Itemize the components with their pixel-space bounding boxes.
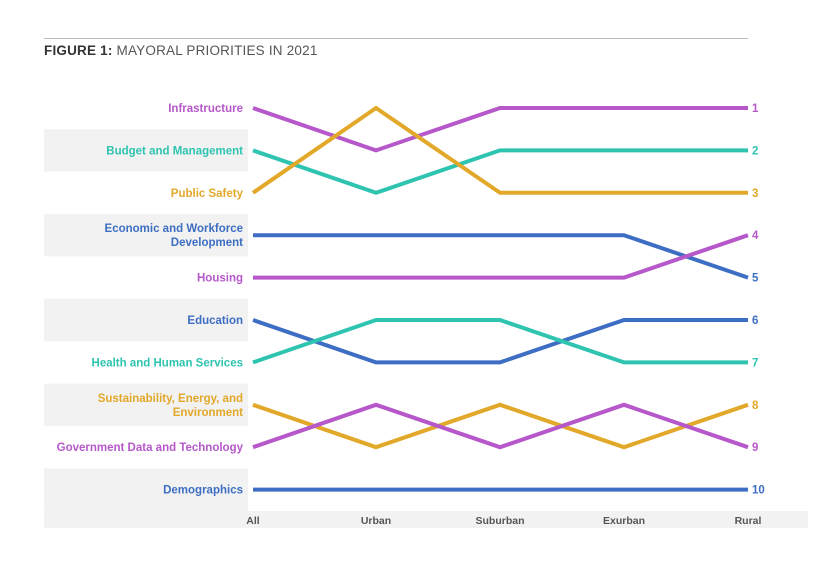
row-label-9: Government Data and Technology [57, 442, 244, 454]
row-label-1: Infrastructure [168, 103, 243, 115]
row-label-line: Education [187, 315, 243, 327]
figure-label: FIGURE 1: [44, 43, 113, 58]
row-label-3: Public Safety [171, 188, 244, 200]
rank-label-4: 4 [752, 230, 759, 242]
row-label-4: Economic and Workforce Development [105, 223, 244, 249]
series-line-1 [252, 106, 748, 153]
row-label-line: Government Data and Technology [57, 442, 244, 454]
row-label-5: Housing [197, 273, 243, 285]
row-label-line: Demographics [163, 485, 243, 497]
rank-label-10: 10 [752, 485, 765, 497]
row-label-10: Demographics [163, 485, 243, 497]
rank-label-7: 7 [752, 357, 758, 369]
row-label-line: Budget and Management [106, 145, 243, 157]
rank-label-1: 1 [752, 103, 759, 115]
row-band-2 [44, 129, 248, 172]
series-line-6 [252, 318, 748, 365]
top-rule [44, 38, 748, 39]
series-line-7 [252, 318, 748, 365]
rank-label-8: 8 [752, 400, 759, 412]
series-line-3 [251, 105, 748, 195]
row-label-7: Health and Human Services [92, 357, 243, 369]
row-label-6: Education [187, 315, 243, 327]
row-label-2: Budget and Management [106, 145, 243, 157]
series-line-9 [252, 402, 749, 450]
row-band-10 [44, 468, 248, 511]
rank-label-6: 6 [752, 315, 758, 327]
series-line-8 [252, 402, 749, 450]
row-label-line: Sustainability, Energy, and [98, 393, 243, 405]
row-label-line: Housing [197, 273, 243, 285]
x-label-all: All [246, 515, 260, 527]
series-line-4 [253, 233, 749, 280]
rank-label-2: 2 [752, 145, 758, 157]
row-band-8 [44, 383, 248, 426]
x-label-urban: Urban [361, 515, 391, 527]
row-label-line: Economic and Workforce [105, 223, 243, 235]
series-line-2 [252, 148, 748, 195]
figure-title: FIGURE 1: MAYORAL PRIORITIES IN 2021 [44, 43, 318, 58]
row-label-line: Development [171, 237, 243, 249]
x-label-rural: Rural [735, 515, 762, 527]
rank-label-9: 9 [752, 442, 758, 454]
series-line-5 [253, 233, 749, 280]
x-label-exurban: Exurban [603, 515, 645, 527]
rank-label-5: 5 [752, 273, 759, 285]
row-label-line: Public Safety [171, 188, 244, 200]
row-label-line: Environment [173, 407, 243, 419]
row-band-6 [44, 298, 248, 342]
x-axis-band [44, 511, 808, 528]
figure-title-text: MAYORAL PRIORITIES IN 2021 [116, 43, 318, 58]
row-label-line: Health and Human Services [92, 357, 243, 369]
row-label-line: Infrastructure [168, 103, 243, 115]
row-band-4 [44, 214, 248, 257]
x-label-suburban: Suburban [476, 515, 525, 527]
row-label-8: Sustainability, Energy, and Environment [98, 393, 243, 419]
rank-label-3: 3 [752, 188, 758, 200]
